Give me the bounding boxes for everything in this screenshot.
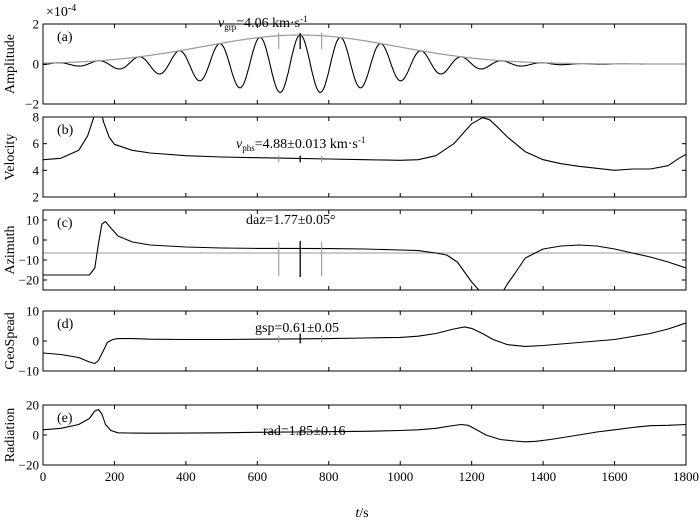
panel-letter: (c) (57, 216, 73, 231)
x-tick-label: 200 (105, 469, 125, 484)
series-line (43, 117, 686, 171)
y-tick-label: 10 (26, 304, 39, 319)
y-tick-label: −20 (19, 273, 39, 288)
y-tick-label: 20 (26, 398, 39, 413)
y-tick-label: 10 (26, 213, 39, 228)
x-tick-label: 1800 (673, 469, 699, 484)
panels: −202(a)vgrp=4.06 km·s-1×10-4Amplitude246… (3, 3, 699, 484)
panel-frame (42, 209, 687, 291)
series-line (43, 322, 686, 365)
y-axis-label: Radiation (3, 408, 18, 462)
x-tick-label: 1400 (530, 469, 556, 484)
y-tick-label: 6 (33, 136, 40, 151)
y-axis-label: Amplitude (3, 34, 18, 94)
y-tick-label: −10 (19, 253, 39, 268)
plot-area (43, 408, 686, 443)
y-axis-label: Azimuth (3, 226, 18, 275)
y-axis-label: Velocity (3, 134, 18, 181)
x-tick-label: 400 (176, 469, 196, 484)
y-tick-label: 0 (33, 428, 40, 443)
plot-area (43, 322, 686, 365)
y-tick-label: 2 (33, 190, 40, 205)
panel-annotation: vphs=4.88±0.013 km·s-1 (236, 135, 365, 153)
panel-frame (42, 116, 687, 198)
y-tick-label: 4 (33, 163, 40, 178)
y-tick-label: 0 (33, 334, 40, 349)
y-tick-label: 0 (33, 57, 40, 72)
series-line (43, 408, 686, 443)
panel-c: −20 −10 0 10 (c) daz=1.77±0.05° Azimuth (3, 209, 687, 291)
panel-letter: (a) (57, 30, 73, 45)
panel-d: −10 0 10 (d) gsp=0.61±0.05 GeoSpead (3, 304, 687, 379)
panel-annotation: gsp=0.61±0.05 (255, 321, 339, 336)
x-tick-label: 600 (248, 469, 268, 484)
y-axis-label: GeoSpead (3, 312, 18, 370)
envelope-line (43, 34, 686, 65)
x-tick-label: 1200 (459, 469, 485, 484)
panel-frame (42, 23, 687, 105)
y-tick-label: 0 (33, 233, 40, 248)
panel-annotation: vgrp=4.06 km·s-1 (218, 14, 308, 32)
x-tick-label: 1600 (602, 469, 628, 484)
exponent-label: ×10-4 (46, 3, 76, 20)
x-tick-label: 0 (40, 469, 47, 484)
y-tick-label: 8 (33, 110, 40, 125)
panel-a: −2 0 2 (a) vgrp=4.06 km·s-1 ×10-4 Amplitude (3, 3, 687, 112)
x-tick-label: 1000 (387, 469, 413, 484)
panel-letter: (d) (57, 317, 74, 332)
plot-area (43, 117, 686, 171)
series-line (43, 221, 686, 290)
plot-area (43, 33, 686, 93)
y-tick-label: −2 (25, 97, 39, 112)
panel-frame (42, 310, 687, 372)
x-axis-label: t/s (355, 506, 368, 521)
panel-annotation: rad=1.85±0.16 (263, 424, 345, 439)
panel-annotation: daz=1.77±0.05° (246, 213, 336, 228)
plot-area (43, 221, 686, 290)
y-tick-label: −20 (19, 458, 39, 473)
panel-b: 2 4 6 8 (b) vphs=4.88±0.013 km·s-1 Velocity (3, 110, 687, 205)
panel-frame (42, 404, 687, 466)
y-tick-label: 2 (33, 17, 40, 32)
y-tick-label: −10 (19, 364, 39, 379)
panel-letter: (b) (57, 123, 74, 138)
panel-letter: (e) (57, 411, 73, 426)
x-tick-label: 800 (319, 469, 339, 484)
